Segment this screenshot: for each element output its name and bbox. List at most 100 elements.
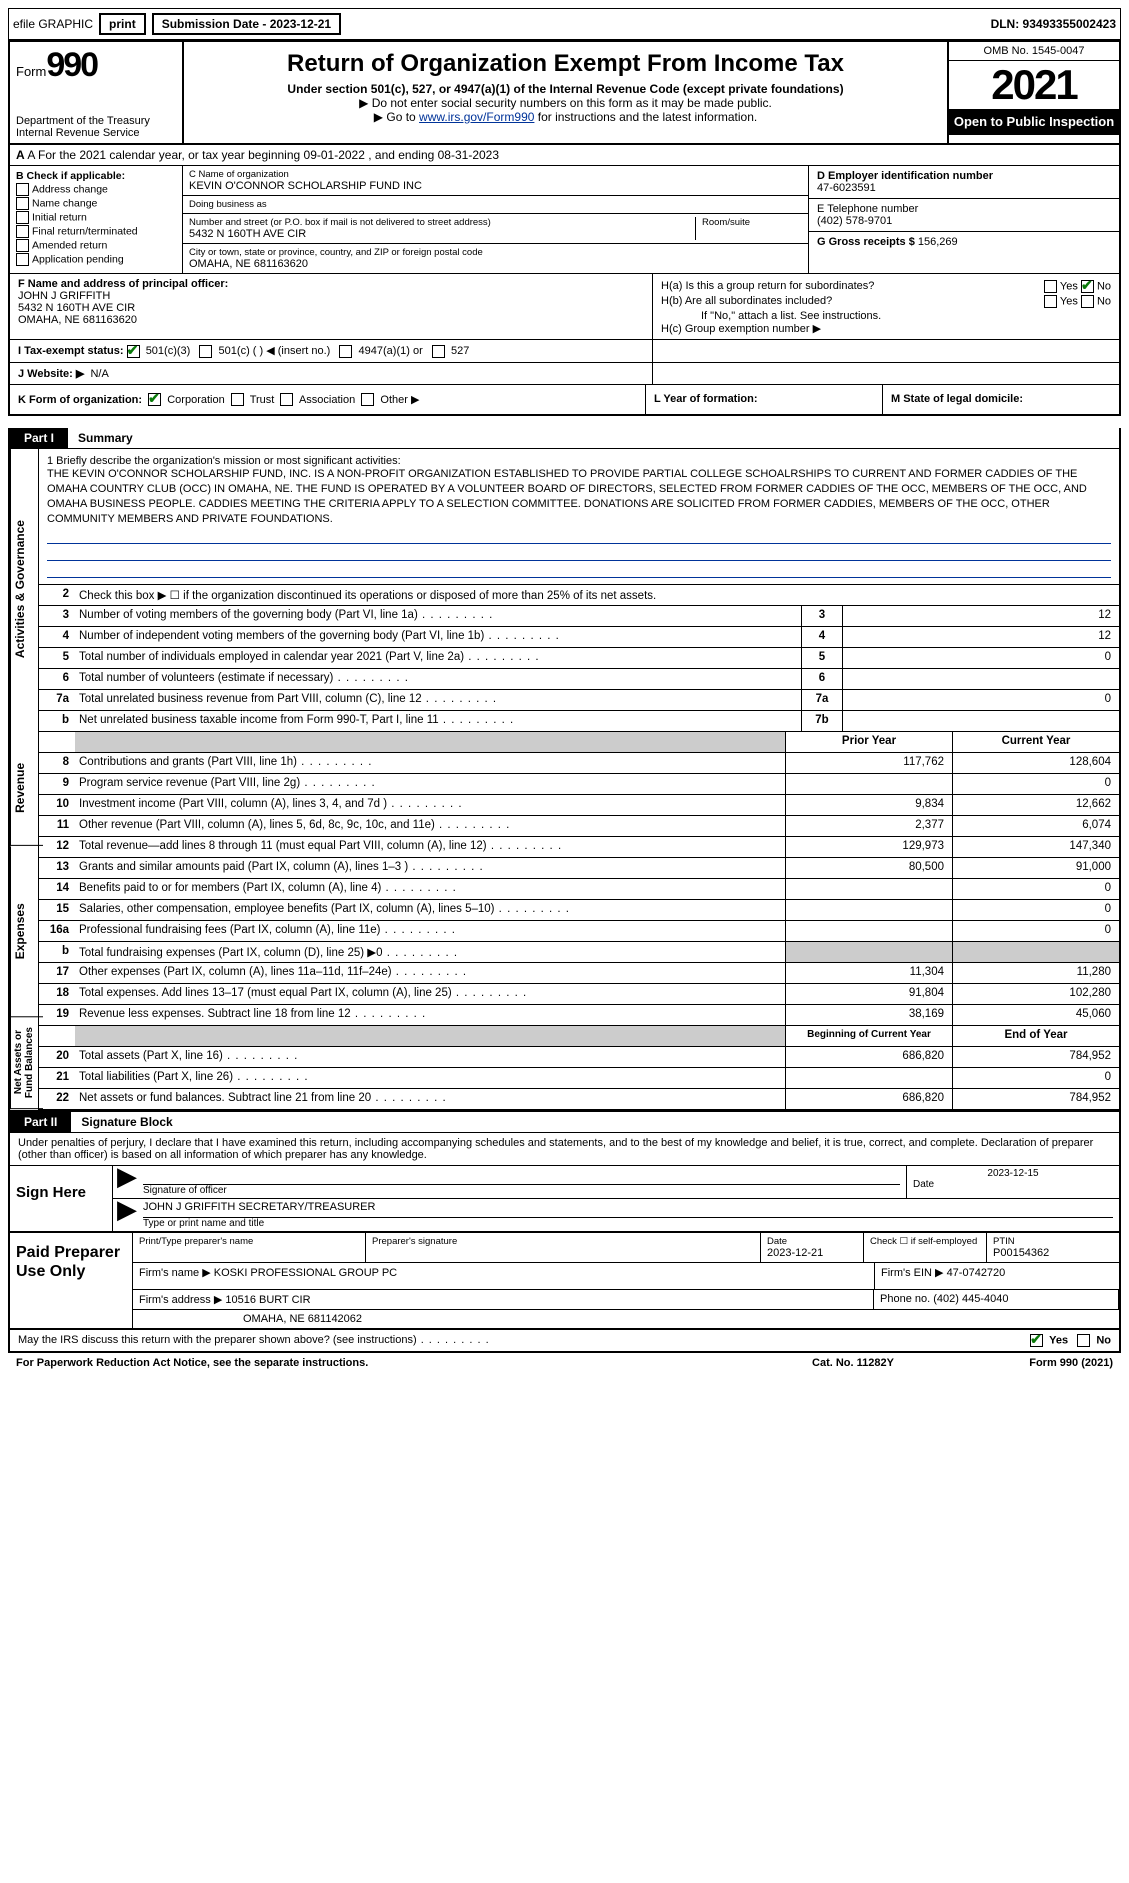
dept-label: Department of the Treasury Internal Reve… — [16, 115, 176, 139]
table-row: 6Total number of volunteers (estimate if… — [39, 669, 1119, 690]
b-label: B Check if applicable: — [16, 170, 125, 182]
table-row: 19Revenue less expenses. Subtract line 1… — [39, 1005, 1119, 1026]
k-corp: Corporation — [167, 394, 224, 406]
check-initial-return[interactable] — [16, 211, 29, 224]
print-button[interactable]: print — [99, 13, 146, 35]
k-trust-check[interactable] — [231, 393, 244, 406]
sign-here-label: Sign Here — [10, 1166, 113, 1231]
prep-name-label: Print/Type preparer's name — [139, 1236, 359, 1247]
efile-label: efile GRAPHIC — [13, 17, 93, 31]
hb-yes-check[interactable] — [1044, 295, 1057, 308]
check-name-change[interactable] — [16, 197, 29, 210]
table-row: 18Total expenses. Add lines 13–17 (must … — [39, 984, 1119, 1005]
k-trust: Trust — [250, 394, 275, 406]
goto-post: for instructions and the latest informat… — [534, 110, 757, 124]
pra-notice: For Paperwork Reduction Act Notice, see … — [16, 1357, 753, 1369]
c-name-label: C Name of organization — [189, 169, 802, 180]
ha-yes-check[interactable] — [1044, 280, 1057, 293]
k-assoc-check[interactable] — [280, 393, 293, 406]
hb-note: If "No," attach a list. See instructions… — [661, 310, 1111, 322]
table-row: 16aProfessional fundraising fees (Part I… — [39, 921, 1119, 942]
m-label: M State of legal domicile: — [891, 393, 1023, 405]
table-row: 8Contributions and grants (Part VIII, li… — [39, 753, 1119, 774]
table-row: 4Number of independent voting members of… — [39, 627, 1119, 648]
print-name-label: Type or print name and title — [143, 1218, 1113, 1229]
dba-label: Doing business as — [189, 199, 802, 210]
sig-arrow-icon: ▶ — [113, 1166, 137, 1198]
vtab-governance: Activities & Governance — [10, 449, 43, 730]
prep-sig-label: Preparer's signature — [372, 1236, 754, 1247]
k-corp-check[interactable] — [148, 393, 161, 406]
blank-line — [47, 529, 1111, 544]
goto-pre: ▶ Go to — [374, 110, 419, 124]
blank-line — [47, 546, 1111, 561]
discuss-no-check[interactable] — [1077, 1334, 1090, 1347]
i-501c-check[interactable] — [199, 345, 212, 358]
d-label: D Employer identification number — [817, 170, 993, 182]
officer-name: JOHN J GRIFFITH — [18, 290, 110, 302]
table-row: 14Benefits paid to or for members (Part … — [39, 879, 1119, 900]
table-row: 5Total number of individuals employed in… — [39, 648, 1119, 669]
form-note-1: ▶ Do not enter social security numbers o… — [190, 96, 941, 110]
k-assoc: Association — [299, 394, 355, 406]
hb-no: No — [1097, 295, 1111, 307]
g-label: G Gross receipts $ — [817, 236, 915, 248]
hb-yes: Yes — [1060, 295, 1078, 307]
i-opt3: 4947(a)(1) or — [359, 345, 423, 357]
officer-city: OMAHA, NE 681163620 — [18, 314, 137, 326]
officer-print-name: JOHN J GRIFFITH SECRETARY/TREASURER — [143, 1201, 1113, 1218]
check-application-pending[interactable] — [16, 253, 29, 266]
ha-no-check[interactable] — [1081, 280, 1094, 293]
officer-addr: 5432 N 160TH AVE CIR — [18, 302, 135, 314]
row-klm: K Form of organization: Corporation Trus… — [8, 385, 1121, 417]
firm-phone-label: Phone no. — [880, 1293, 930, 1305]
sig-date-value: 2023-12-15 — [913, 1168, 1113, 1179]
street-address: 5432 N 160TH AVE CIR — [189, 228, 695, 240]
vtab-revenue: Revenue — [10, 730, 43, 846]
end-year-hdr: End of Year — [952, 1026, 1119, 1046]
sig-arrow-icon-2: ▶ — [113, 1199, 137, 1231]
sign-here-block: Sign Here ▶ Signature of officer 2023-12… — [8, 1166, 1121, 1233]
discuss-yes: Yes — [1049, 1334, 1068, 1346]
check-amended[interactable] — [16, 239, 29, 252]
hb-no-check[interactable] — [1081, 295, 1094, 308]
table-row: 7aTotal unrelated business revenue from … — [39, 690, 1119, 711]
col-header-row: Prior Year Current Year — [39, 732, 1119, 753]
addr-label: Number and street (or P.O. box if mail i… — [189, 217, 695, 228]
discuss-yes-check[interactable] — [1030, 1334, 1043, 1347]
table-row: 2Check this box ▶ ☐ if the organization … — [39, 585, 1119, 606]
open-inspection: Open to Public Inspection — [949, 109, 1119, 135]
check-final-return[interactable] — [16, 225, 29, 238]
prep-date-value: 2023-12-21 — [767, 1247, 857, 1259]
top-bar: efile GRAPHIC print Submission Date - 20… — [8, 8, 1121, 40]
irs-link[interactable]: www.irs.gov/Form990 — [419, 110, 534, 124]
j-label: J Website: ▶ — [18, 368, 84, 380]
discuss-row: May the IRS discuss this return with the… — [8, 1330, 1121, 1353]
blank-line — [47, 563, 1111, 578]
summary-section: Activities & Governance Revenue Expenses… — [8, 449, 1121, 1111]
i-label: I Tax-exempt status: — [18, 345, 124, 357]
row-a-tax-year: A A For the 2021 calendar year, or tax y… — [8, 145, 1121, 166]
b-item-0: Address change — [32, 183, 108, 195]
part2-title: Signature Block — [71, 1112, 182, 1132]
form-title: Return of Organization Exempt From Incom… — [190, 50, 941, 78]
i-501c3-check[interactable] — [127, 345, 140, 358]
l-label: L Year of formation: — [654, 393, 758, 405]
beg-year-hdr: Beginning of Current Year — [785, 1026, 952, 1046]
firm-name: KOSKI PROFESSIONAL GROUP PC — [214, 1267, 397, 1279]
k-other-check[interactable] — [361, 393, 374, 406]
i-4947-check[interactable] — [339, 345, 352, 358]
table-row: 3Number of voting members of the governi… — [39, 606, 1119, 627]
submission-date-button[interactable]: Submission Date - 2023-12-21 — [152, 13, 341, 35]
i-527-check[interactable] — [432, 345, 445, 358]
table-row: bTotal fundraising expenses (Part IX, co… — [39, 942, 1119, 963]
ha-label: H(a) Is this a group return for subordin… — [661, 280, 874, 293]
page-footer: For Paperwork Reduction Act Notice, see … — [8, 1353, 1121, 1373]
sig-date-label: Date — [913, 1179, 1113, 1190]
table-row: bNet unrelated business taxable income f… — [39, 711, 1119, 732]
omb-number: OMB No. 1545-0047 — [949, 42, 1119, 61]
part2-header: Part II Signature Block — [8, 1112, 1121, 1133]
form-subtitle: Under section 501(c), 527, or 4947(a)(1)… — [190, 82, 941, 96]
firm-addr-label: Firm's address ▶ — [139, 1294, 222, 1306]
check-address-change[interactable] — [16, 183, 29, 196]
